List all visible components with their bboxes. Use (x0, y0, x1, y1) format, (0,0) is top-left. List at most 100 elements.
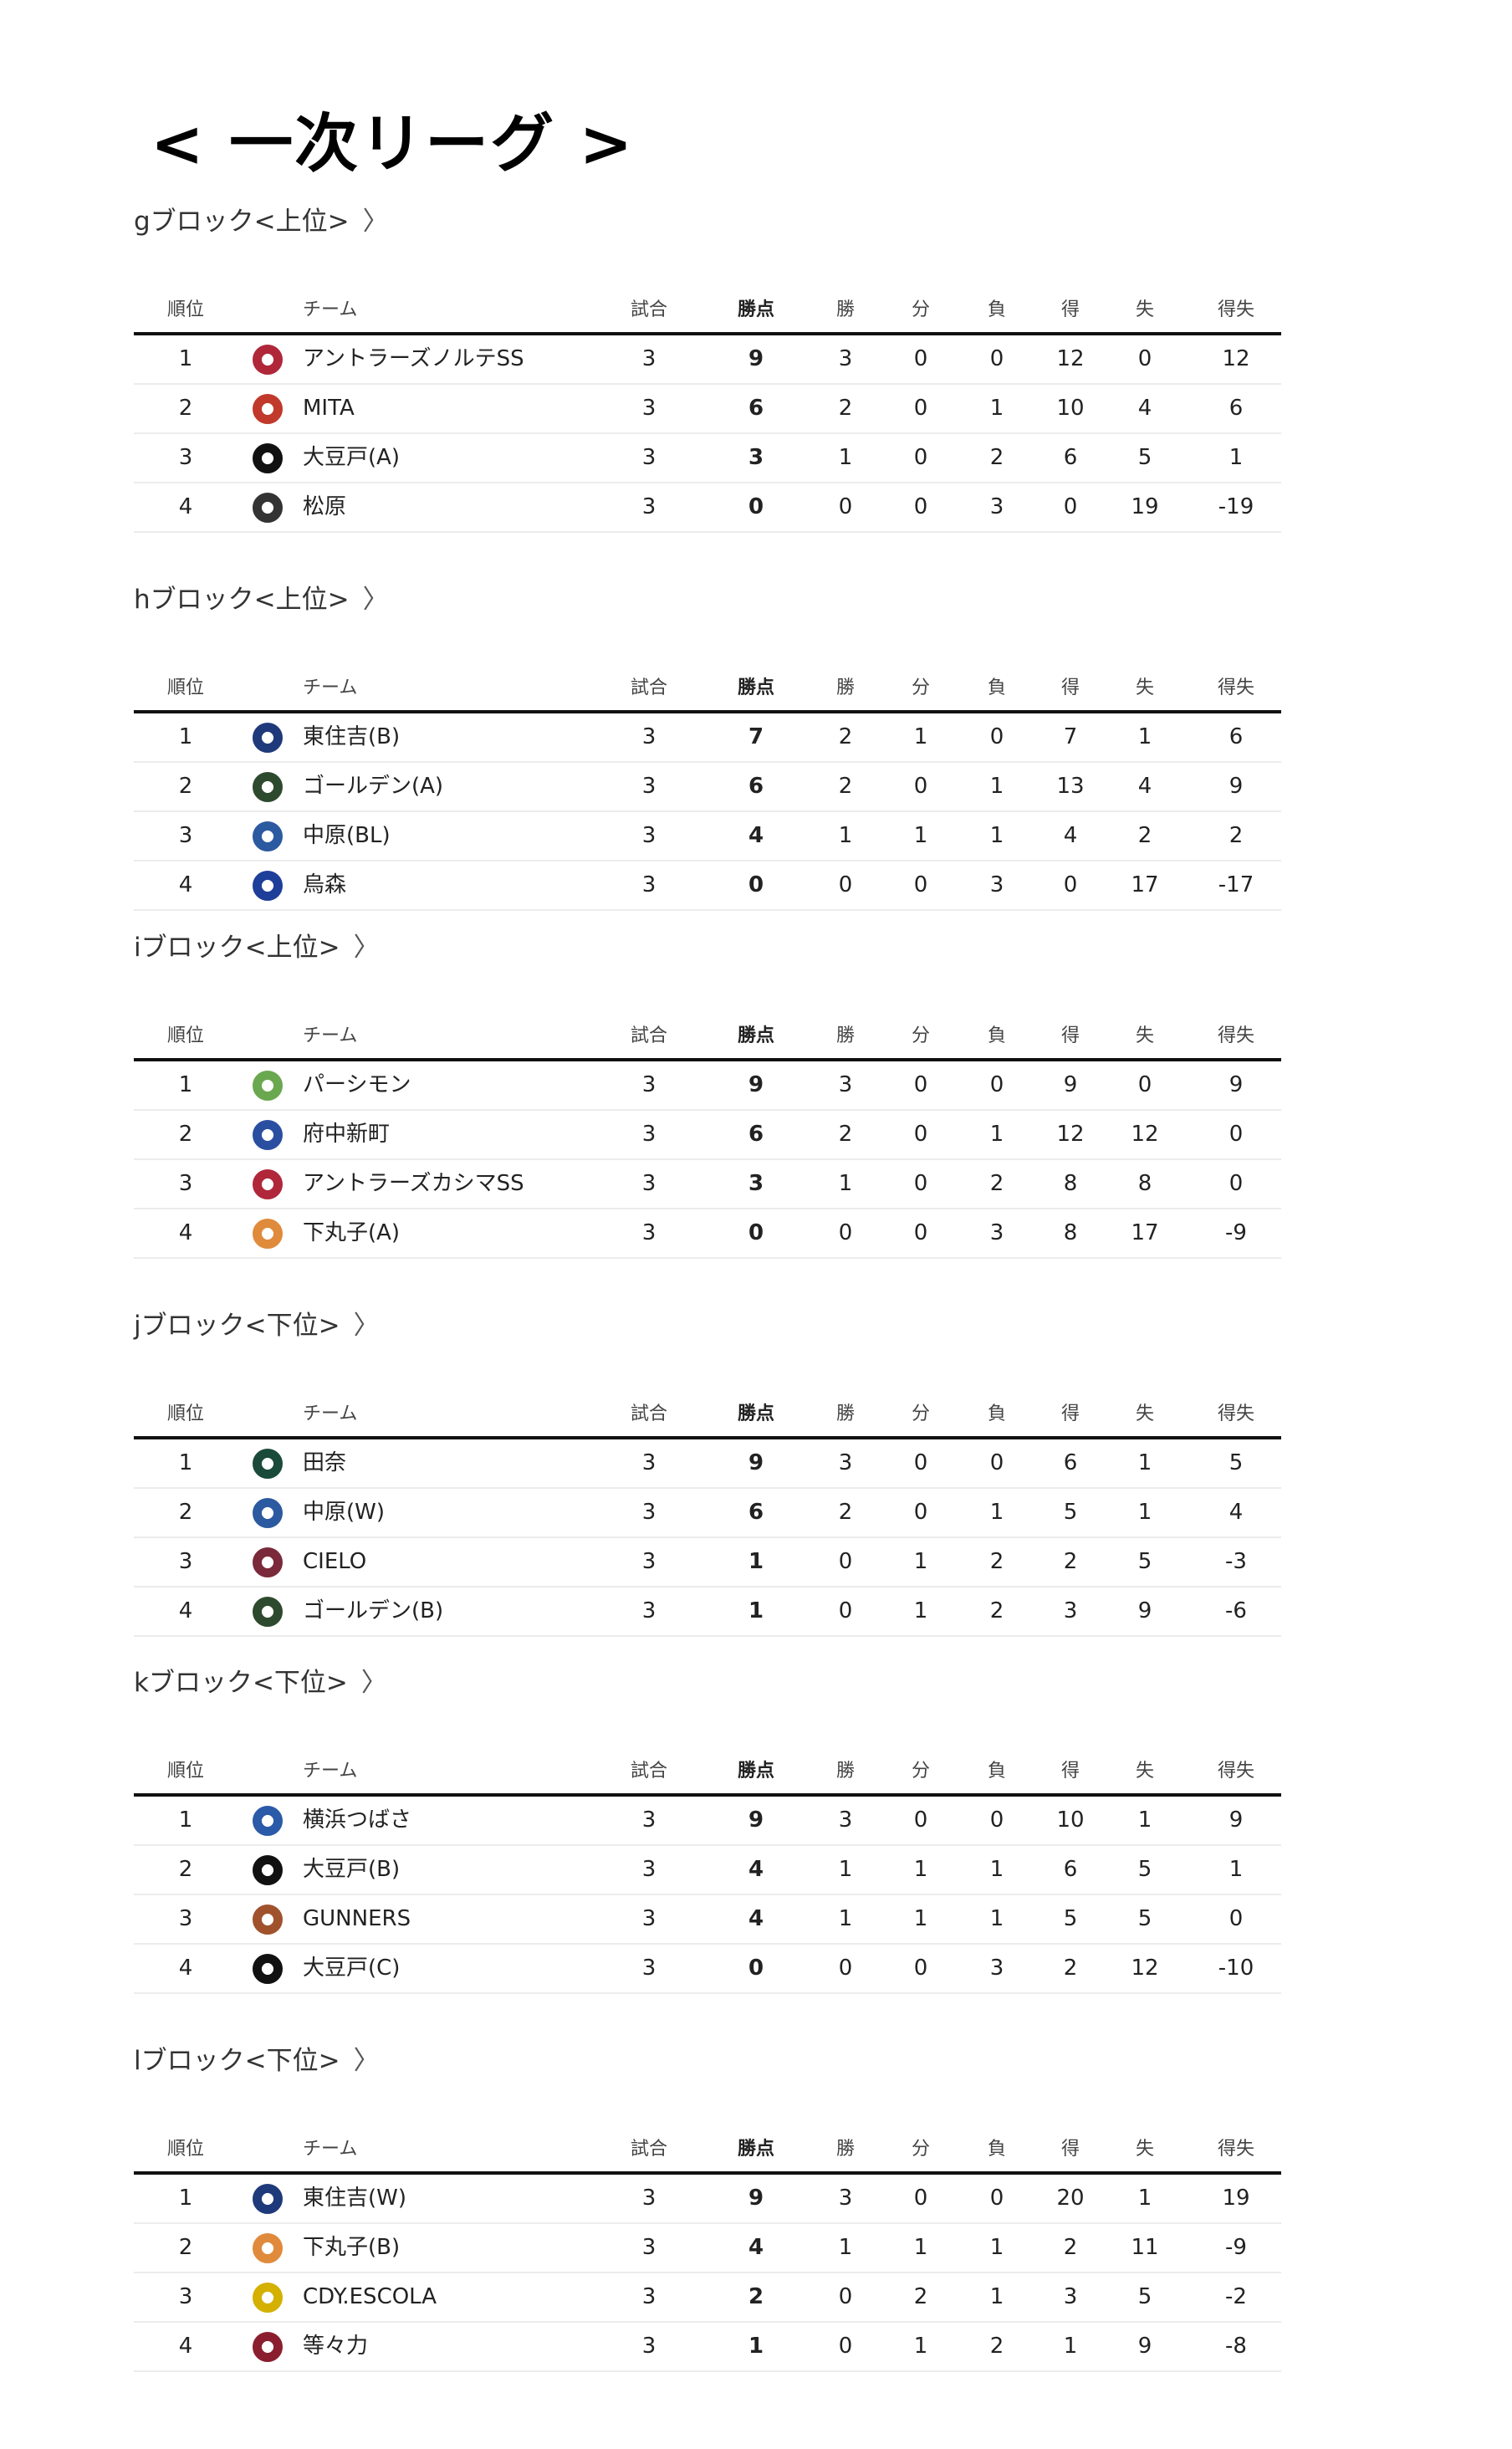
table-row: 2 MITA 3 6 2 0 1 10 4 6 (134, 385, 1281, 434)
column-header-points: 勝点 (737, 1761, 775, 1782)
team-name[interactable]: 等々力 (303, 2334, 369, 2359)
draws-cell: 1 (913, 1598, 928, 1623)
team-name[interactable]: パーシモン (303, 1072, 411, 1097)
goals-for-cell: 2 (1063, 1549, 1078, 1574)
table-header: 順位 チーム 試合 勝点勝分負得失得失 (134, 1750, 1281, 1797)
rank-cell: 3 (178, 1906, 193, 1931)
points-cell: 9 (748, 1450, 764, 1475)
draws-cell: 0 (913, 1122, 928, 1147)
chevron-right-icon: 〉 (362, 585, 389, 615)
column-header-losses: 負 (987, 1403, 1007, 1424)
column-header-goal-diff: 得失 (1217, 1403, 1255, 1424)
rank-cell: 4 (178, 1598, 193, 1623)
played-cell: 3 (641, 1171, 656, 1196)
rank-cell: 4 (178, 872, 193, 897)
draws-cell: 1 (913, 1906, 928, 1931)
goal-diff-cell: 9 (1228, 1072, 1244, 1097)
team-name[interactable]: 横浜つばさ (303, 1807, 412, 1833)
team-name[interactable]: ゴールデン(A) (303, 774, 444, 799)
rank-cell: 1 (178, 346, 193, 371)
goals-against-cell: 9 (1137, 1598, 1152, 1623)
team-name[interactable]: 大豆戸(A) (303, 445, 401, 470)
wins-cell: 3 (838, 1807, 853, 1833)
draws-cell: 0 (913, 1807, 928, 1833)
wins-cell: 0 (838, 2284, 853, 2309)
goals-against-cell: 19 (1131, 494, 1159, 519)
column-header-draws: 分 (911, 677, 931, 698)
table-row: 4 ゴールデン(B) 3 1 0 1 2 3 9 -6 (134, 1588, 1281, 1637)
losses-cell: 0 (989, 346, 1004, 371)
column-header-played: 試合 (630, 677, 668, 698)
column-header-losses: 負 (987, 1761, 1007, 1782)
rank-cell: 2 (178, 396, 193, 421)
team-name[interactable]: 中原(BL) (303, 823, 391, 848)
goal-diff-cell: 12 (1222, 346, 1250, 371)
team-name[interactable]: 大豆戸(B) (303, 1857, 401, 1882)
block-heading: gブロック<上位> (134, 207, 350, 237)
losses-cell: 3 (989, 872, 1004, 897)
block-heading-link[interactable]: kブロック<下位> 〉 (134, 1662, 1281, 1704)
table-row: 2 下丸子(B) 3 4 1 1 1 2 11 -9 (134, 2224, 1281, 2273)
played-cell: 3 (641, 2186, 656, 2211)
draws-cell: 0 (913, 1220, 928, 1245)
column-header-wins: 勝 (835, 677, 856, 698)
column-header-wins: 勝 (835, 1403, 856, 1424)
team-name[interactable]: 大豆戸(C) (303, 1956, 401, 1981)
column-header-draws: 分 (911, 1761, 931, 1782)
team-name[interactable]: 下丸子(A) (303, 1220, 401, 1245)
team-name[interactable]: 府中新町 (303, 1122, 391, 1147)
table-row: 3 アントラーズカシマSS 3 3 1 0 2 8 8 0 (134, 1160, 1281, 1209)
team-name[interactable]: 東住吉(B) (303, 724, 401, 749)
block-heading-link[interactable]: lブロック<下位> 〉 (134, 2040, 1281, 2082)
mamedo-logo (253, 1954, 283, 1984)
points-cell: 1 (748, 1598, 764, 1623)
wins-cell: 0 (838, 1549, 853, 1574)
team-name[interactable]: CDY.ESCOLA (303, 2284, 437, 2309)
team-name[interactable]: GUNNERS (303, 1906, 411, 1931)
todoroki-logo (253, 2332, 283, 2362)
team-name[interactable]: 烏森 (303, 872, 347, 897)
goals-against-cell: 17 (1131, 872, 1159, 897)
draws-cell: 0 (913, 1072, 928, 1097)
team-name[interactable]: 東住吉(W) (303, 2186, 406, 2211)
rank-cell: 1 (178, 1807, 193, 1833)
team-name[interactable]: CIELO (303, 1549, 367, 1574)
table-row: 4 下丸子(A) 3 0 0 0 3 8 17 -9 (134, 1209, 1281, 1259)
team-name[interactable]: アントラーズカシマSS (303, 1171, 524, 1196)
team-name[interactable]: 下丸子(B) (303, 2235, 401, 2260)
goals-for-cell: 6 (1063, 1450, 1078, 1475)
played-cell: 3 (641, 1857, 656, 1882)
table-header: 順位 チーム 試合 勝点勝分負得失得失 (134, 289, 1281, 335)
goals-for-cell: 6 (1063, 445, 1078, 470)
rank-cell: 3 (178, 823, 193, 848)
wins-cell: 0 (838, 1598, 853, 1623)
table-header: 順位 チーム 試合 勝点勝分負得失得失 (134, 667, 1281, 713)
block-heading: jブロック<下位> (134, 1311, 340, 1341)
higashisumiyoshi-logo (253, 2184, 283, 2214)
chevron-right-icon: 〉 (362, 207, 389, 237)
block-heading-link[interactable]: jブロック<下位> 〉 (134, 1305, 1281, 1347)
team-name[interactable]: MITA (303, 396, 355, 421)
team-name[interactable]: 松原 (303, 494, 347, 519)
team-name[interactable]: 中原(W) (303, 1500, 385, 1525)
rank-cell: 4 (178, 1220, 193, 1245)
golden-logo (253, 1597, 283, 1627)
block-heading-link[interactable]: iブロック<上位> 〉 (134, 927, 1281, 969)
goals-against-cell: 11 (1131, 2235, 1159, 2260)
block-heading-link[interactable]: hブロック<上位> 〉 (134, 579, 1281, 621)
gunners-logo (253, 1904, 283, 1935)
team-name[interactable]: アントラーズノルテSS (303, 346, 524, 371)
mita-logo (253, 394, 283, 424)
goals-for-cell: 2 (1063, 2235, 1078, 2260)
team-name[interactable]: ゴールデン(B) (303, 1598, 444, 1623)
wins-cell: 3 (838, 346, 853, 371)
chevron-right-icon: 〉 (353, 2046, 380, 2076)
played-cell: 3 (641, 1956, 656, 1981)
team-name[interactable]: 田奈 (303, 1450, 347, 1475)
wins-cell: 3 (838, 2186, 853, 2211)
points-cell: 3 (748, 1171, 764, 1196)
block-heading-link[interactable]: gブロック<上位> 〉 (134, 201, 1281, 243)
column-header-goal-diff: 得失 (1217, 677, 1255, 698)
draws-cell: 0 (913, 396, 928, 421)
mamedo-logo (253, 1855, 283, 1885)
